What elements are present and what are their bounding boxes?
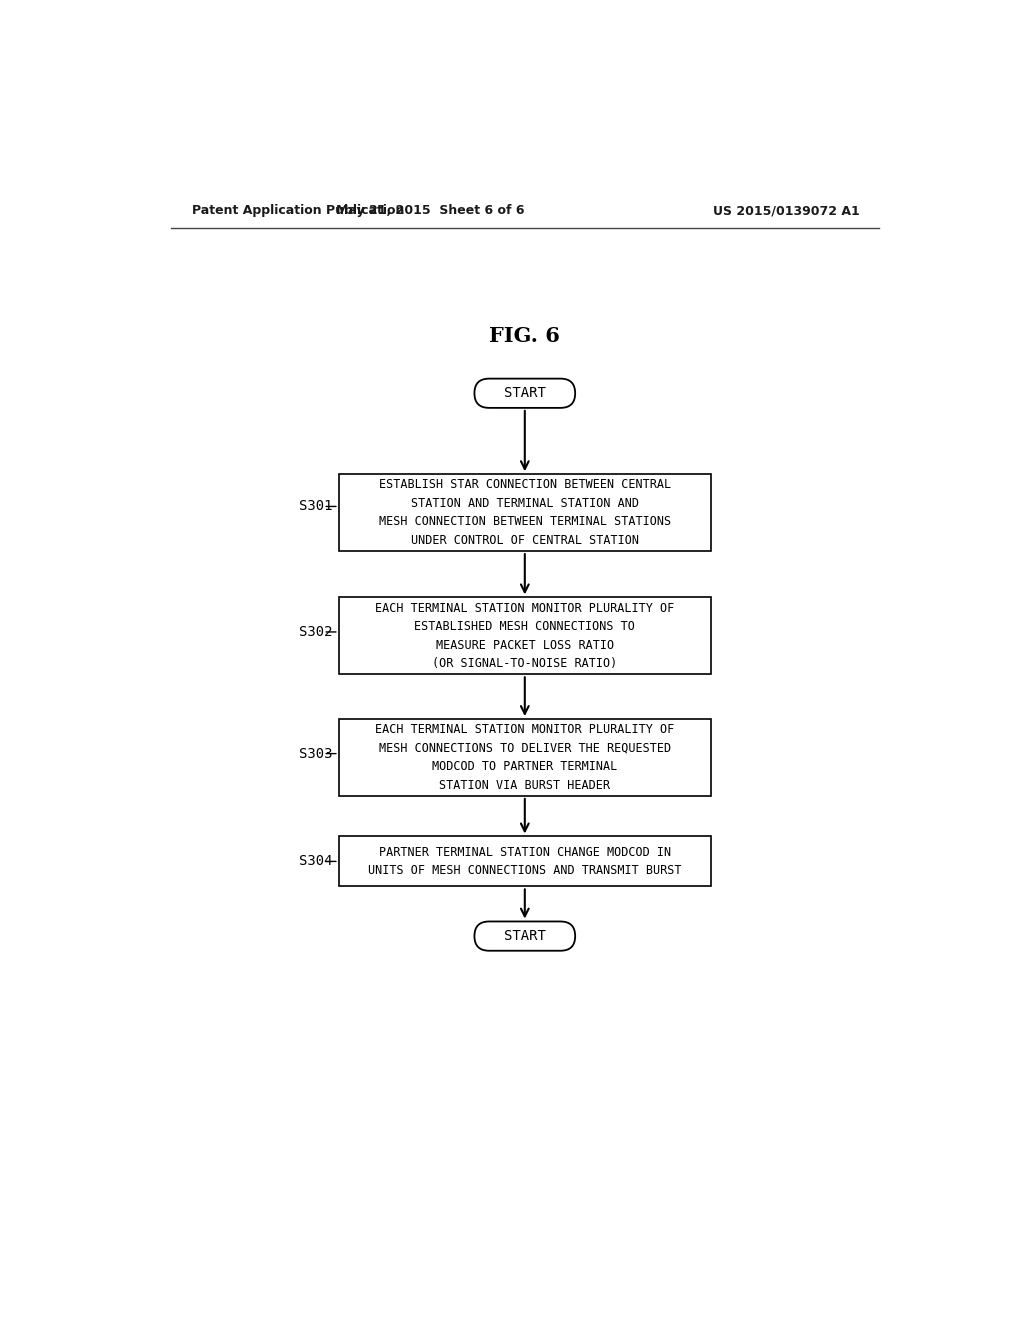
- Text: PARTNER TERMINAL STATION CHANGE MODCOD IN
UNITS OF MESH CONNECTIONS AND TRANSMIT: PARTNER TERMINAL STATION CHANGE MODCOD I…: [368, 846, 682, 878]
- Text: EACH TERMINAL STATION MONITOR PLURALITY OF
ESTABLISHED MESH CONNECTIONS TO
MEASU: EACH TERMINAL STATION MONITOR PLURALITY …: [375, 602, 675, 671]
- FancyBboxPatch shape: [339, 837, 711, 887]
- Text: S301: S301: [299, 499, 332, 513]
- Text: S304: S304: [299, 854, 332, 869]
- Text: Patent Application Publication: Patent Application Publication: [191, 205, 403, 218]
- FancyBboxPatch shape: [339, 719, 711, 796]
- FancyBboxPatch shape: [474, 921, 575, 950]
- Text: EACH TERMINAL STATION MONITOR PLURALITY OF
MESH CONNECTIONS TO DELIVER THE REQUE: EACH TERMINAL STATION MONITOR PLURALITY …: [375, 723, 675, 792]
- Text: ESTABLISH STAR CONNECTION BETWEEN CENTRAL
STATION AND TERMINAL STATION AND
MESH : ESTABLISH STAR CONNECTION BETWEEN CENTRA…: [379, 478, 671, 546]
- Text: US 2015/0139072 A1: US 2015/0139072 A1: [714, 205, 860, 218]
- Text: FIG. 6: FIG. 6: [489, 326, 560, 346]
- Text: S303: S303: [299, 747, 332, 760]
- FancyBboxPatch shape: [339, 474, 711, 552]
- FancyBboxPatch shape: [474, 379, 575, 408]
- FancyBboxPatch shape: [339, 597, 711, 675]
- Text: S302: S302: [299, 624, 332, 639]
- Text: START: START: [504, 387, 546, 400]
- Text: May 21, 2015  Sheet 6 of 6: May 21, 2015 Sheet 6 of 6: [336, 205, 524, 218]
- Text: START: START: [504, 929, 546, 942]
